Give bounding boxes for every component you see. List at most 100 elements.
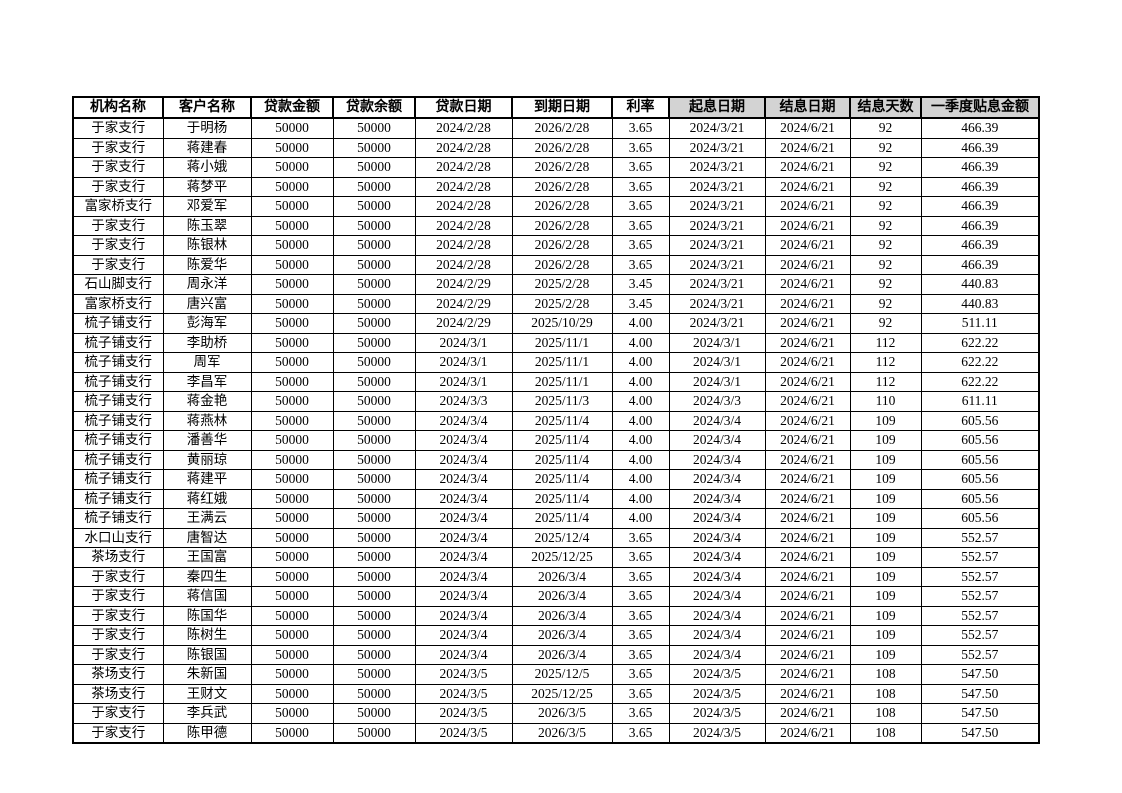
cell: 109 bbox=[849, 430, 922, 451]
cell: 2024/3/1 bbox=[414, 332, 513, 353]
cell: 2024/3/21 bbox=[668, 254, 766, 275]
cell: 2024/6/21 bbox=[764, 293, 851, 314]
cell: 2024/3/4 bbox=[668, 508, 766, 529]
table-row: 茶场支行 王国富 50000 50000 2024/3/4 2025/12/25 3.65 2… bbox=[72, 547, 1040, 568]
cell: 梳子铺支行 bbox=[72, 332, 164, 353]
cell: 605.56 bbox=[920, 508, 1040, 529]
cell: 2024/6/21 bbox=[764, 605, 851, 626]
cell: 于明杨 bbox=[162, 117, 252, 139]
table-row: 梳子铺支行 彭海军 50000 50000 2024/2/29 2025/10/29 4.0… bbox=[72, 313, 1040, 334]
cell: 3.65 bbox=[611, 703, 670, 724]
cell: 2024/3/21 bbox=[668, 274, 766, 295]
cell: 2024/3/4 bbox=[668, 527, 766, 548]
cell: 3.65 bbox=[611, 586, 670, 607]
cell: 2024/3/4 bbox=[668, 605, 766, 626]
cell: 梳子铺支行 bbox=[72, 313, 164, 334]
cell: 2024/2/28 bbox=[414, 235, 513, 256]
cell: 2024/6/21 bbox=[764, 469, 851, 490]
cell: 水口山支行 bbox=[72, 527, 164, 548]
cell: 552.57 bbox=[920, 527, 1040, 548]
cell: 唐兴富 bbox=[162, 293, 252, 314]
cell: 于家支行 bbox=[72, 215, 164, 236]
cell: 4.00 bbox=[611, 313, 670, 334]
table-row: 于家支行 陈国华 50000 50000 2024/3/4 2026/3/4 3.65 202… bbox=[72, 605, 1040, 626]
cell: 50000 bbox=[332, 352, 416, 373]
cell: 2025/12/25 bbox=[511, 683, 613, 704]
cell: 50000 bbox=[250, 625, 334, 646]
cell: 陈玉翠 bbox=[162, 215, 252, 236]
cell: 于家支行 bbox=[72, 722, 164, 744]
cell: 466.39 bbox=[920, 137, 1040, 158]
cell: 2024/3/4 bbox=[414, 625, 513, 646]
cell: 于家支行 bbox=[72, 644, 164, 665]
cell: 440.83 bbox=[920, 274, 1040, 295]
cell: 605.56 bbox=[920, 430, 1040, 451]
cell: 440.83 bbox=[920, 293, 1040, 314]
cell: 于家支行 bbox=[72, 235, 164, 256]
column-header-6: 利率 bbox=[611, 96, 670, 119]
cell: 2024/2/29 bbox=[414, 313, 513, 334]
cell: 2024/3/4 bbox=[414, 644, 513, 665]
header-row: 机构名称 客户名称 贷款金额 贷款余额 贷款日期 到期日期 利率 起息日期 结息日期 结息天数 一季… bbox=[72, 96, 1040, 119]
cell: 2024/2/29 bbox=[414, 274, 513, 295]
cell: 2024/3/21 bbox=[668, 157, 766, 178]
cell: 4.00 bbox=[611, 410, 670, 431]
cell: 王财文 bbox=[162, 683, 252, 704]
cell: 2024/3/21 bbox=[668, 235, 766, 256]
cell: 2024/6/21 bbox=[764, 137, 851, 158]
cell: 梳子铺支行 bbox=[72, 508, 164, 529]
cell: 547.50 bbox=[920, 664, 1040, 685]
cell: 2024/6/21 bbox=[764, 644, 851, 665]
cell: 92 bbox=[849, 157, 922, 178]
cell: 2024/6/21 bbox=[764, 157, 851, 178]
cell: 3.65 bbox=[611, 176, 670, 197]
cell: 50000 bbox=[332, 430, 416, 451]
cell: 50000 bbox=[250, 254, 334, 275]
cell: 109 bbox=[849, 410, 922, 431]
cell: 2024/6/21 bbox=[764, 449, 851, 470]
cell: 2026/3/4 bbox=[511, 605, 613, 626]
cell: 陈甲德 bbox=[162, 722, 252, 744]
table-row: 于家支行 于明杨 50000 50000 2024/2/28 2026/2/28 3.65 2… bbox=[72, 117, 1040, 139]
cell: 2025/12/4 bbox=[511, 527, 613, 548]
cell: 梳子铺支行 bbox=[72, 352, 164, 373]
cell: 2026/2/28 bbox=[511, 117, 613, 139]
cell: 50000 bbox=[250, 664, 334, 685]
cell: 2024/3/4 bbox=[414, 508, 513, 529]
cell: 3.65 bbox=[611, 117, 670, 139]
cell: 2024/6/21 bbox=[764, 235, 851, 256]
cell: 朱新国 bbox=[162, 664, 252, 685]
table-row: 梳子铺支行 蒋金艳 50000 50000 2024/3/3 2025/11/3 4.00 2… bbox=[72, 391, 1040, 412]
cell: 梳子铺支行 bbox=[72, 469, 164, 490]
table-row: 于家支行 蒋小娥 50000 50000 2024/2/28 2026/2/28 3.65 2… bbox=[72, 157, 1040, 178]
table-row: 梳子铺支行 蒋燕林 50000 50000 2024/3/4 2025/11/4 4.00 2… bbox=[72, 410, 1040, 431]
cell: 2024/3/5 bbox=[668, 722, 766, 744]
cell: 2024/6/21 bbox=[764, 722, 851, 744]
cell: 92 bbox=[849, 274, 922, 295]
cell: 于家支行 bbox=[72, 254, 164, 275]
cell: 50000 bbox=[250, 508, 334, 529]
cell: 梳子铺支行 bbox=[72, 410, 164, 431]
column-header-7: 起息日期 bbox=[668, 96, 766, 119]
cell: 92 bbox=[849, 117, 922, 139]
cell: 552.57 bbox=[920, 586, 1040, 607]
cell: 2024/6/21 bbox=[764, 664, 851, 685]
cell: 50000 bbox=[250, 722, 334, 744]
cell: 2024/6/21 bbox=[764, 586, 851, 607]
cell: 李昌军 bbox=[162, 371, 252, 392]
cell: 50000 bbox=[332, 410, 416, 431]
cell: 50000 bbox=[250, 196, 334, 217]
cell: 2026/2/28 bbox=[511, 157, 613, 178]
cell: 50000 bbox=[332, 176, 416, 197]
cell: 2024/3/4 bbox=[414, 605, 513, 626]
cell: 2024/3/4 bbox=[668, 644, 766, 665]
cell: 蒋建平 bbox=[162, 469, 252, 490]
cell: 50000 bbox=[332, 722, 416, 744]
column-header-4: 贷款日期 bbox=[414, 96, 513, 119]
cell: 3.65 bbox=[611, 644, 670, 665]
cell: 4.00 bbox=[611, 469, 670, 490]
cell: 2024/6/21 bbox=[764, 703, 851, 724]
cell: 50000 bbox=[250, 117, 334, 139]
cell: 4.00 bbox=[611, 449, 670, 470]
cell: 3.65 bbox=[611, 566, 670, 587]
